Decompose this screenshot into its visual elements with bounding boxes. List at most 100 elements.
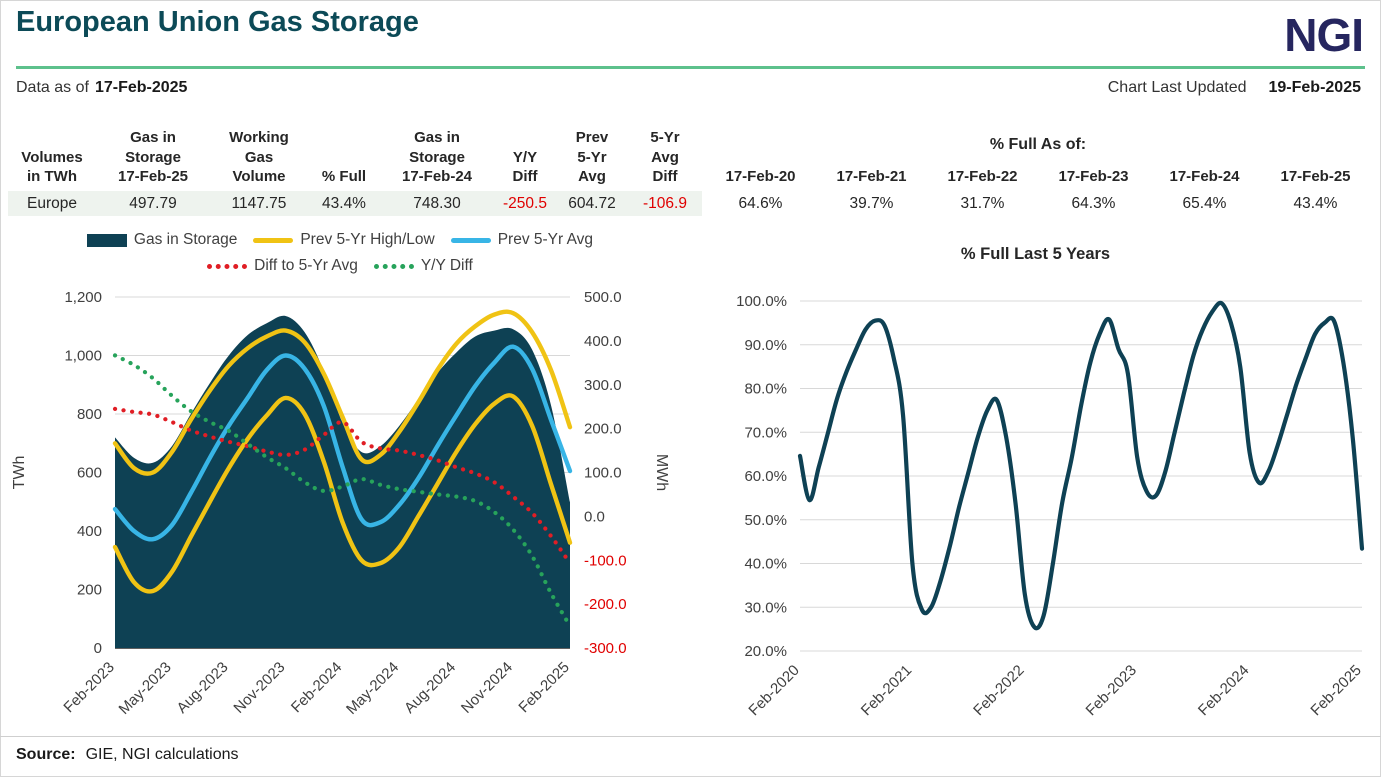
svg-text:90.0%: 90.0% <box>744 337 787 354</box>
col-storage-prev: Gas in Storage 17-Feb-24 748.30 <box>380 118 494 216</box>
svg-text:500.0: 500.0 <box>584 289 622 306</box>
column-header: Working Gas Volume <box>229 129 289 185</box>
data-as-of: Data as of 17-Feb-2025 <box>16 79 187 97</box>
date-header: 17-Feb-22 <box>947 167 1018 185</box>
svg-text:60.0%: 60.0% <box>744 468 787 485</box>
svg-text:400: 400 <box>77 523 102 540</box>
source-value: GIE, NGI calculations <box>85 746 239 763</box>
data-as-of-value: 17-Feb-2025 <box>94 79 188 96</box>
legend-label: Diff to 5-Yr Avg <box>254 257 358 274</box>
svg-text:50.0%: 50.0% <box>744 512 787 529</box>
storage-chart-legend-row2: Diff to 5-Yr Avg Y/Y Diff <box>30 257 650 275</box>
col-feb22: 17-Feb-22 31.7% <box>927 118 1038 216</box>
source-note: Source: GIE, NGI calculations <box>16 746 239 764</box>
column-header: % Full <box>321 167 367 185</box>
column-header: Y/Y Diff <box>512 148 538 185</box>
svg-text:-300.0: -300.0 <box>584 640 627 657</box>
avg-line-icon <box>450 237 491 243</box>
diff-dots-icon <box>207 263 248 269</box>
svg-text:30.0%: 30.0% <box>744 599 787 616</box>
svg-text:Aug-2023: Aug-2023 <box>174 659 232 717</box>
col-5yr-avg-diff: 5-Yr Avg Diff -106.9 <box>628 118 702 216</box>
accent-rule <box>16 66 1365 69</box>
pct-value: 39.7% <box>849 194 894 212</box>
svg-text:0: 0 <box>94 640 102 657</box>
data-as-of-label: Data as of <box>16 79 89 96</box>
col-working-gas: Working Gas Volume 1147.75 <box>210 118 308 216</box>
svg-text:Nov-2024: Nov-2024 <box>458 659 516 717</box>
pct-full-chart: 20.0% 30.0% 40.0% 50.0% 60.0% 70.0% 80.0% 90.0%… <box>736 293 1365 719</box>
svg-text:0.0: 0.0 <box>584 508 605 525</box>
legend-item-diff-to-5yr-avg: Diff to 5-Yr Avg <box>207 257 358 275</box>
chart-last-updated-label: Chart Last Updated <box>1107 79 1247 96</box>
pct-value: 65.4% <box>1182 194 1227 212</box>
column-header: Prev 5-Yr Avg <box>575 129 609 185</box>
column-header: Gas in Storage 17-Feb-25 <box>117 129 189 185</box>
page-title: European Union Gas Storage <box>16 6 419 38</box>
svg-text:400.0: 400.0 <box>584 333 622 350</box>
legend-label: Prev 5-Yr Avg <box>497 231 594 248</box>
legend-label: Y/Y Diff <box>420 257 473 274</box>
col-5yr-avg: Prev 5-Yr Avg 604.72 <box>556 118 628 216</box>
table-cell: 604.72 <box>556 191 628 216</box>
svg-text:Feb-2020: Feb-2020 <box>745 662 802 719</box>
svg-text:Feb-2022: Feb-2022 <box>970 662 1027 719</box>
source-label: Source: <box>16 746 76 763</box>
ngi-logo: NGI <box>1284 9 1364 61</box>
table-cell: 497.79 <box>96 191 210 216</box>
pct-value: 64.3% <box>1071 194 1116 212</box>
table-cell-negative: -106.9 <box>628 191 702 216</box>
svg-text:MWh: MWh <box>653 454 670 491</box>
footer-divider <box>0 736 1381 737</box>
svg-text:800: 800 <box>77 406 102 423</box>
svg-text:1,000: 1,000 <box>64 348 102 365</box>
col-feb21: 17-Feb-21 39.7% <box>816 118 927 216</box>
svg-text:-200.0: -200.0 <box>584 596 627 613</box>
col-pct-full: % Full 43.4% <box>308 118 380 216</box>
date-header: 17-Feb-20 <box>725 167 796 185</box>
legend-item-gas-in-storage: Gas in Storage <box>86 231 237 249</box>
legend-label: Prev 5-Yr High/Low <box>300 231 435 248</box>
column-header: Gas in Storage 17-Feb-24 <box>401 129 473 185</box>
chart-last-updated: Chart Last Updated 19-Feb-2025 <box>1108 79 1361 97</box>
svg-text:TWh: TWh <box>11 456 28 490</box>
col-feb24: 17-Feb-24 65.4% <box>1149 118 1260 216</box>
storage-swatch-icon <box>86 233 127 247</box>
svg-text:Feb-2021: Feb-2021 <box>858 662 915 719</box>
svg-text:Feb-2023: Feb-2023 <box>1083 662 1140 719</box>
col-feb23: 17-Feb-23 64.3% <box>1038 118 1149 216</box>
table-cell-negative: -250.5 <box>494 191 556 216</box>
pct-value: 43.4% <box>1293 194 1338 212</box>
svg-text:Feb-2025: Feb-2025 <box>515 659 572 716</box>
table-cell-region: Europe <box>8 191 96 216</box>
date-header: 17-Feb-21 <box>836 167 907 185</box>
svg-text:80.0%: 80.0% <box>744 381 787 398</box>
svg-text:200.0: 200.0 <box>584 421 622 438</box>
svg-text:600: 600 <box>77 465 102 482</box>
svg-text:Nov-2023: Nov-2023 <box>230 659 288 717</box>
svg-text:Feb-2024: Feb-2024 <box>1195 662 1252 719</box>
column-header: 5-Yr Avg Diff <box>650 129 680 185</box>
high-low-line-icon <box>253 237 294 243</box>
table-cell: 748.30 <box>380 191 494 216</box>
svg-text:Feb-2023: Feb-2023 <box>60 659 117 716</box>
svg-text:Feb-2024: Feb-2024 <box>288 659 345 716</box>
svg-text:300.0: 300.0 <box>584 377 622 394</box>
summary-table: Volumes in TWh Europe Gas in Storage 17-F… <box>8 118 1373 216</box>
svg-text:20.0%: 20.0% <box>744 643 787 660</box>
svg-text:Feb-2025: Feb-2025 <box>1307 662 1364 719</box>
date-header: 17-Feb-23 <box>1058 167 1129 185</box>
svg-text:1,200: 1,200 <box>64 289 102 306</box>
svg-text:100.0%: 100.0% <box>736 293 787 310</box>
svg-text:May-2024: May-2024 <box>343 659 402 718</box>
legend-item-prev-5yr-avg: Prev 5-Yr Avg <box>450 231 594 249</box>
svg-text:70.0%: 70.0% <box>744 424 787 441</box>
svg-text:40.0%: 40.0% <box>744 556 787 573</box>
legend-item-yy-diff: Y/Y Diff <box>373 257 473 275</box>
storage-chart: 0 200 400 600 800 1,000 1,200 500.0 400.0 300.0 20… <box>11 289 670 718</box>
date-header: 17-Feb-25 <box>1280 167 1351 185</box>
yy-dots-icon <box>373 263 414 269</box>
col-yy-diff: Y/Y Diff -250.5 <box>494 118 556 216</box>
col-storage-cur: Gas in Storage 17-Feb-25 497.79 <box>96 118 210 216</box>
